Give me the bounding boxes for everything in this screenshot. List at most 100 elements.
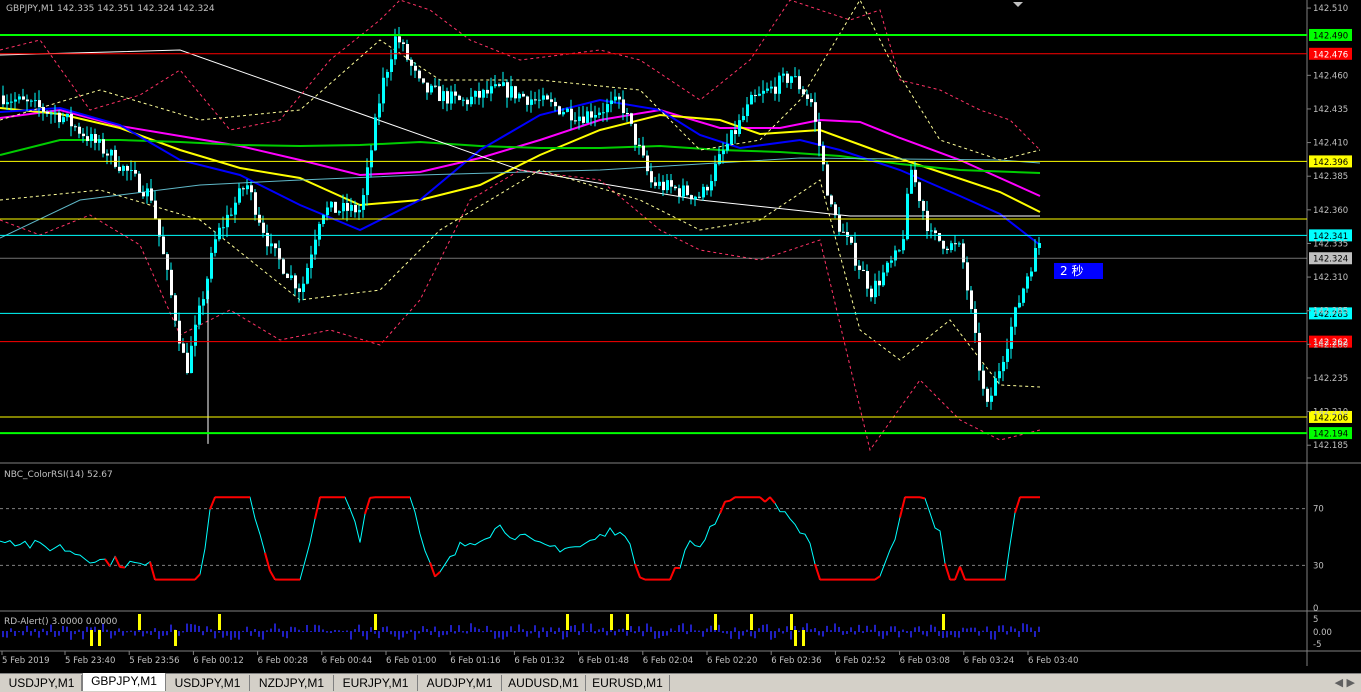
alert-bar bbox=[654, 631, 656, 639]
candle-body bbox=[518, 94, 521, 98]
tab-eurusd-m1[interactable]: EURUSD,M1 bbox=[586, 675, 670, 691]
alert-bar bbox=[78, 630, 80, 632]
candle-body bbox=[938, 233, 941, 241]
alert-bar bbox=[146, 631, 148, 633]
alert-bar bbox=[374, 631, 376, 634]
candle-body bbox=[862, 270, 865, 271]
candle-body bbox=[846, 232, 849, 237]
candle-body bbox=[238, 188, 241, 202]
time-tick-label: 5 Feb 23:56 bbox=[129, 656, 179, 666]
candle-body bbox=[274, 243, 277, 248]
candle-body bbox=[486, 90, 489, 94]
tab-gbpjpy-m1[interactable]: GBPJPY,M1 bbox=[82, 673, 166, 691]
candle-body bbox=[874, 281, 877, 297]
alert-bar bbox=[1006, 631, 1008, 635]
candle-body bbox=[378, 103, 381, 117]
alert-bar bbox=[454, 631, 456, 634]
candle-body bbox=[462, 100, 465, 101]
candle-body bbox=[738, 120, 741, 134]
tab-nzdjpy-m1[interactable]: NZDJPY,M1 bbox=[250, 675, 334, 691]
alert-bar bbox=[258, 631, 260, 637]
candle-body bbox=[290, 275, 293, 278]
alert-bar bbox=[866, 626, 868, 632]
candle-body bbox=[662, 182, 665, 190]
candle-body bbox=[914, 170, 917, 182]
price-tick-label: 142.285 bbox=[1313, 307, 1348, 317]
candle-body bbox=[242, 188, 245, 189]
alert-bar bbox=[270, 629, 272, 632]
candle-body bbox=[10, 102, 13, 103]
candle-body bbox=[826, 164, 829, 195]
candle-body bbox=[114, 150, 117, 167]
alert-bar bbox=[214, 631, 216, 638]
alert-bar bbox=[470, 623, 472, 632]
candle-body bbox=[362, 195, 365, 210]
candle-body bbox=[918, 182, 921, 201]
candle-body bbox=[214, 239, 217, 253]
alert-bar bbox=[590, 624, 592, 632]
alert-bar bbox=[278, 629, 280, 632]
candle-body bbox=[338, 211, 341, 213]
tab-usdjpy-m1[interactable]: USDJPY,M1 bbox=[166, 675, 250, 691]
alert-bar bbox=[378, 631, 380, 638]
alert-bar bbox=[190, 624, 192, 632]
candle-body bbox=[442, 91, 445, 101]
tab-audjpy-m1[interactable]: AUDJPY,M1 bbox=[418, 675, 502, 691]
alert-bar bbox=[742, 631, 744, 636]
alert-bar bbox=[594, 631, 596, 633]
alert-panel: 50.00-5 bbox=[2, 614, 1332, 650]
price-chart[interactable]: 142.490142.476142.396142.341142.324142.2… bbox=[0, 0, 1361, 673]
alert-bar bbox=[522, 629, 524, 632]
alert-bar bbox=[1010, 626, 1012, 632]
alert-bar bbox=[494, 631, 496, 639]
alert-signal-bar bbox=[374, 614, 377, 630]
candle-body bbox=[554, 102, 557, 106]
price-level-label: 142.490 bbox=[1313, 31, 1348, 41]
alert-bar bbox=[222, 631, 224, 638]
candle-body bbox=[978, 333, 981, 371]
alert-bar bbox=[334, 630, 336, 632]
shift-marker-icon[interactable] bbox=[1013, 2, 1023, 7]
candle-body bbox=[390, 59, 393, 72]
candle-body bbox=[178, 321, 181, 344]
alert-signal-bar bbox=[610, 614, 613, 630]
alert-bar bbox=[970, 628, 972, 632]
alert-bar bbox=[250, 631, 252, 636]
tab-audusd-m1[interactable]: AUDUSD,M1 bbox=[502, 675, 586, 691]
alert-bar bbox=[626, 631, 628, 636]
candle-body bbox=[806, 94, 809, 99]
candle-body bbox=[454, 92, 457, 96]
alert-bar bbox=[862, 631, 864, 633]
candle-body bbox=[298, 288, 301, 292]
alert-bar bbox=[314, 625, 316, 632]
tab-usdjpy-m1[interactable]: USDJPY,M1 bbox=[2, 675, 82, 691]
candle-body bbox=[102, 139, 105, 153]
candle-body bbox=[558, 106, 561, 114]
alert-bar bbox=[302, 631, 304, 632]
alert-bar bbox=[918, 626, 920, 632]
alert-bar bbox=[290, 627, 292, 632]
candle-body bbox=[694, 197, 697, 199]
candle-body bbox=[774, 87, 777, 94]
alert-bar bbox=[830, 630, 832, 632]
candle-body bbox=[606, 104, 609, 112]
alert-bar bbox=[546, 631, 548, 637]
rsi-extreme-segment bbox=[900, 497, 905, 517]
alert-bar bbox=[182, 631, 184, 632]
horizontal-levels: 142.490142.476142.396142.341142.324142.2… bbox=[0, 29, 1352, 440]
rsi-extreme-segment bbox=[730, 497, 735, 500]
alert-bar bbox=[906, 631, 908, 633]
candle-body bbox=[354, 205, 357, 212]
candle-body bbox=[586, 111, 589, 123]
candle-body bbox=[510, 86, 513, 97]
alert-bar bbox=[1014, 629, 1016, 632]
candle-body bbox=[1010, 327, 1013, 349]
candle-body bbox=[1030, 271, 1033, 276]
price-tick-label: 142.235 bbox=[1313, 374, 1348, 384]
price-tick-label: 142.185 bbox=[1313, 441, 1348, 451]
alert-bar bbox=[542, 627, 544, 632]
tab-eurjpy-m1[interactable]: EURJPY,M1 bbox=[334, 675, 418, 691]
tab-scroll-arrows-icon[interactable]: ◀ ▶ bbox=[1335, 676, 1355, 689]
candle-body bbox=[466, 100, 469, 105]
